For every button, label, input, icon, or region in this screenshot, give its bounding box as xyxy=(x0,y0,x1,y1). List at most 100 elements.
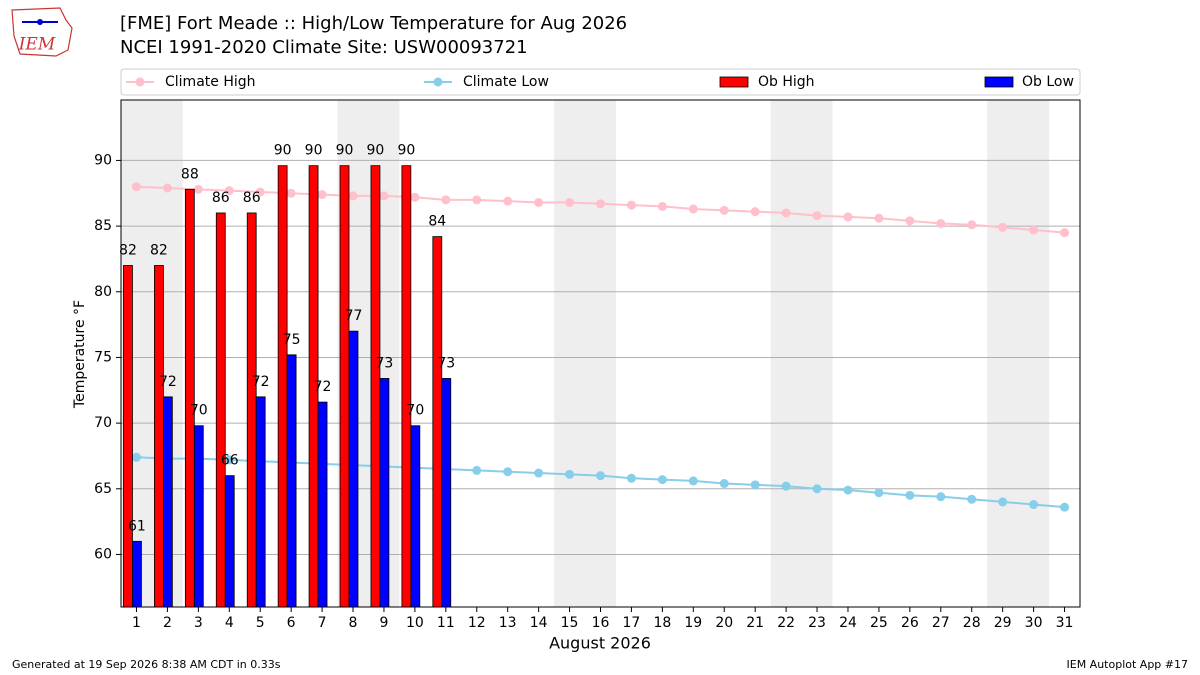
weekend-shade xyxy=(585,100,616,607)
x-tick-label: 3 xyxy=(194,615,203,631)
climate-point xyxy=(905,216,915,226)
data-label: 72 xyxy=(159,374,177,390)
x-tick-label: 20 xyxy=(715,615,733,631)
x-tick-label: 26 xyxy=(901,615,919,631)
data-label: 88 xyxy=(181,166,199,182)
data-label: 82 xyxy=(150,242,168,258)
data-label: 70 xyxy=(406,403,424,419)
x-tick-label: 17 xyxy=(623,615,641,631)
climate-point xyxy=(998,222,1008,232)
data-label: 86 xyxy=(212,190,230,206)
chart-title: [FME] Fort Meade :: High/Low Temperature… xyxy=(120,13,627,34)
climate-point xyxy=(781,481,791,491)
data-label: 66 xyxy=(221,453,239,469)
data-label: 90 xyxy=(367,143,385,159)
x-tick-label: 2 xyxy=(163,615,172,631)
bar xyxy=(193,425,204,608)
climate-point xyxy=(596,199,605,209)
x-tick-label: 9 xyxy=(379,615,388,631)
legend-label: Ob Low xyxy=(1022,74,1074,90)
weekend-shade xyxy=(801,100,833,607)
data-label: 75 xyxy=(283,332,301,348)
y-tick-label: 90 xyxy=(94,152,112,168)
bar xyxy=(286,354,297,608)
bar xyxy=(255,396,266,608)
climate-point xyxy=(193,184,203,194)
weekend-shade xyxy=(770,100,802,607)
bar xyxy=(224,475,235,608)
data-label: 77 xyxy=(345,308,363,324)
bar xyxy=(246,212,257,608)
climate-point xyxy=(843,212,853,222)
data-label: 73 xyxy=(376,355,394,371)
climate-point xyxy=(626,200,636,210)
x-tick-label: 12 xyxy=(468,615,486,631)
y-tick-label: 65 xyxy=(94,481,112,497)
climate-point xyxy=(224,186,234,196)
x-tick-label: 4 xyxy=(225,615,234,631)
climate-point xyxy=(317,190,327,200)
climate-point xyxy=(131,182,141,192)
legend-marker xyxy=(433,77,443,87)
bar xyxy=(441,378,452,608)
x-tick-label: 11 xyxy=(437,615,455,631)
x-tick-label: 27 xyxy=(932,615,950,631)
climate-point xyxy=(1060,502,1070,512)
climate-point xyxy=(626,473,636,483)
x-tick-label: 7 xyxy=(318,615,327,631)
x-tick-label: 24 xyxy=(839,615,857,631)
y-tick-label: 80 xyxy=(94,284,112,300)
x-tick-label: 29 xyxy=(994,615,1012,631)
y-tick-label: 75 xyxy=(94,349,112,365)
x-tick-label: 13 xyxy=(499,615,517,631)
y-tick-label: 85 xyxy=(94,218,112,234)
plot-frame xyxy=(120,99,1081,608)
x-tick-label: 5 xyxy=(256,615,265,631)
climate-point xyxy=(565,197,575,207)
data-label: 72 xyxy=(314,379,332,395)
data-label: 70 xyxy=(190,403,208,419)
y-axis-label: Temperature °F xyxy=(72,300,88,409)
climate-point xyxy=(1029,225,1039,235)
weekend-shade xyxy=(987,100,1019,607)
climate-point xyxy=(657,201,667,211)
climate-point xyxy=(286,188,296,198)
x-tick-label: 8 xyxy=(349,615,358,631)
footer-left: Generated at 19 Sep 2026 8:38 AM CDT in … xyxy=(12,658,281,671)
x-tick-label: 6 xyxy=(287,615,296,631)
climate-point xyxy=(781,208,791,218)
climate-point xyxy=(967,494,977,504)
x-tick-label: 15 xyxy=(561,615,579,631)
bar xyxy=(339,165,350,608)
legend-marker xyxy=(135,77,145,87)
weekend-shade xyxy=(1018,100,1050,607)
x-tick-label: 25 xyxy=(870,615,888,631)
data-label: 90 xyxy=(305,143,323,159)
data-label: 90 xyxy=(274,143,292,159)
x-tick-label: 23 xyxy=(808,615,826,631)
climate-point xyxy=(348,191,358,201)
bar xyxy=(401,165,412,608)
climate-point xyxy=(719,205,729,215)
x-tick-label: 31 xyxy=(1056,615,1074,631)
x-tick-label: 30 xyxy=(1025,615,1043,631)
y-tick-label: 60 xyxy=(94,546,112,562)
climate-point xyxy=(410,192,420,202)
x-tick-label: 21 xyxy=(746,615,764,631)
climate-point xyxy=(936,218,946,228)
bar xyxy=(432,236,443,608)
x-axis-label: August 2026 xyxy=(549,634,651,653)
bar xyxy=(123,265,133,608)
climate-point xyxy=(255,187,265,197)
data-label: 61 xyxy=(128,518,146,534)
legend-swatch xyxy=(984,76,1014,88)
x-tick-label: 10 xyxy=(406,615,424,631)
legend-label: Climate Low xyxy=(463,74,549,90)
bar xyxy=(132,540,142,608)
bar xyxy=(348,330,359,608)
x-tick-label: 16 xyxy=(592,615,610,631)
data-label: 73 xyxy=(437,355,455,371)
legend-swatch xyxy=(719,76,749,88)
bar xyxy=(162,396,173,608)
climate-point xyxy=(472,465,482,475)
